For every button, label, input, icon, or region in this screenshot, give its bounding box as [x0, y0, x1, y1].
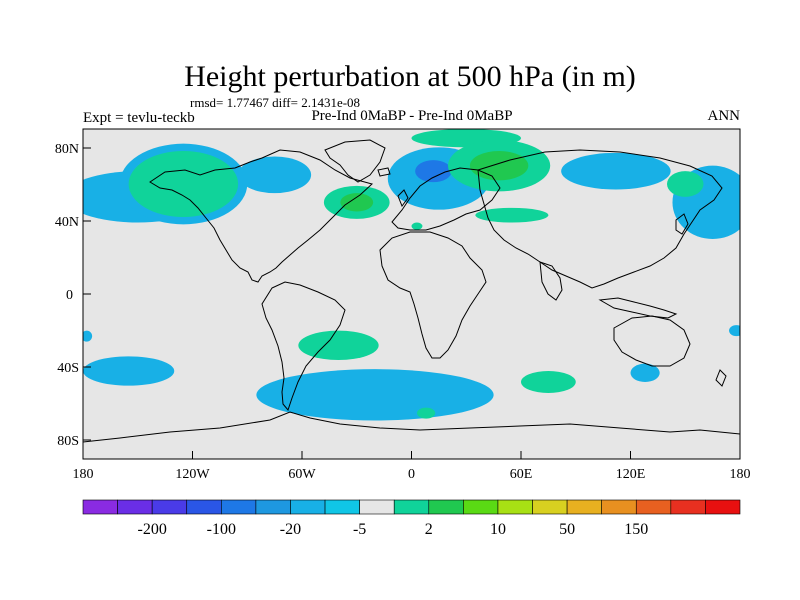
- africa-coast: [379, 231, 487, 359]
- lon-label-60e: 60E: [510, 467, 533, 482]
- lat-label-40s: 40S: [57, 361, 79, 376]
- anomaly-europe-blue: [415, 160, 452, 183]
- lon-label-60w: 60W: [288, 467, 316, 482]
- colorbar-label: -5: [353, 521, 366, 538]
- colorbar-swatch: [635, 499, 672, 515]
- map-panel: 80N 40N 0 40S 80S 180 120W 60W 0 60E 120…: [55, 128, 751, 482]
- stats-label: rmsd= 1.77467 diff= 2.1431e-08: [190, 95, 360, 110]
- colorbar: [82, 499, 741, 515]
- coastlines: [83, 139, 740, 443]
- anomaly-southern-cyan-band: [256, 369, 494, 421]
- anomaly-west-pacific-edge-cyan: [729, 325, 740, 337]
- lat-label-0: 0: [66, 288, 73, 303]
- greenland-coast: [324, 139, 386, 183]
- colorbar-swatch: [566, 499, 602, 515]
- lon-label-180e: 180: [730, 467, 751, 482]
- north-america-coast: [149, 149, 374, 283]
- anomaly-s-indian-cyan: [630, 363, 660, 383]
- lon-ticks: [192, 451, 631, 459]
- lat-tick-labels: 80N 40N 0 40S 80S: [55, 142, 79, 449]
- lat-ticks: [83, 147, 91, 441]
- anomaly-antarctic-green: [416, 407, 436, 419]
- colorbar-swatch: [82, 499, 118, 515]
- anomaly-s-atlantic-green: [298, 330, 379, 361]
- anomaly-caspian-green: [475, 207, 549, 223]
- comparison-label: Pre-Ind 0MaBP - Pre-Ind 0MaBP: [311, 108, 512, 124]
- lat-label-80n: 80N: [55, 142, 79, 157]
- anomaly-siberia-cyan: [561, 152, 671, 190]
- colorbar-label: -100: [207, 521, 236, 538]
- colorbar-swatch: [670, 499, 706, 515]
- colorbar-label: -20: [280, 521, 301, 538]
- colorbar-swatch: [290, 499, 326, 515]
- anomaly-canada-cyan: [238, 156, 312, 194]
- australia-coast: [613, 315, 691, 367]
- colorbar-swatch: [324, 499, 360, 515]
- colorbar-swatch: [497, 499, 533, 515]
- colorbar-labels: -200 -100 -20 -5 2 10 50 150: [137, 521, 648, 538]
- season-label: ANN: [708, 108, 741, 124]
- indonesia-coast: [598, 297, 678, 319]
- lon-tick-labels: 180 120W 60W 0 60E 120E 180: [73, 467, 751, 482]
- antarctica-coast: [83, 411, 740, 443]
- anomaly-alaska-light-green: [128, 151, 239, 217]
- anomaly-mediterranean-green: [411, 222, 423, 230]
- colorbar-label: 150: [624, 521, 648, 538]
- colorbar-swatch: [117, 499, 153, 515]
- europe-coast: [391, 167, 501, 231]
- colorbar-label: -200: [137, 521, 166, 538]
- colorbar-swatch: [428, 499, 464, 515]
- colorbar-swatch: [359, 499, 395, 515]
- iceland-coast: [377, 167, 391, 177]
- india-coast: [539, 261, 563, 301]
- anomaly-s-indian-green: [521, 371, 576, 393]
- plot-title: Height perturbation at 500 hPa (in m): [184, 60, 636, 93]
- anomaly-kamchatka-green: [667, 171, 704, 197]
- lat-label-80s: 80S: [57, 434, 79, 449]
- lon-label-120e: 120E: [616, 467, 646, 482]
- expt-label: Expt = tevlu-teckb: [83, 110, 195, 126]
- lon-label-0: 0: [408, 467, 415, 482]
- colorbar-swatch: [151, 499, 188, 515]
- colorbar-label: 2: [425, 521, 433, 538]
- lon-label-180w: 180: [73, 467, 94, 482]
- colorbar-label: 50: [559, 521, 575, 538]
- colorbar-swatch: [705, 499, 741, 515]
- colorbar-swatch: [532, 499, 568, 515]
- colorbar-swatch: [186, 499, 222, 515]
- colorbar-swatch: [463, 499, 499, 515]
- colorbar-swatch: [255, 499, 291, 515]
- new-zealand-coast: [715, 369, 727, 387]
- colorbar-label: 10: [490, 521, 506, 538]
- japan-coast: [675, 213, 689, 235]
- south-america-coast: [261, 281, 346, 412]
- anomaly-east-edge-cyan: [83, 330, 93, 342]
- colorbar-swatch: [601, 499, 637, 515]
- uk-coast: [397, 189, 409, 208]
- colorbar-swatch: [221, 499, 257, 515]
- colorbar-swatch: [393, 499, 430, 515]
- lon-label-120w: 120W: [175, 467, 210, 482]
- anomaly-n-atlantic-core: [340, 193, 374, 212]
- anomaly-s-pacific-cyan: [83, 356, 175, 386]
- asia-coast: [477, 149, 723, 289]
- lat-label-40n: 40N: [55, 215, 79, 230]
